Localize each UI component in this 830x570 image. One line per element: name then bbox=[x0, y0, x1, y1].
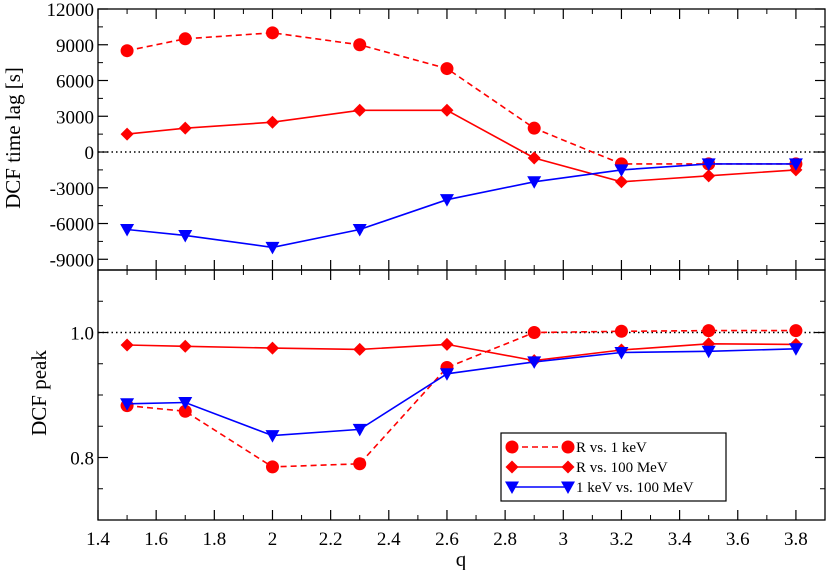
bottom-series-1-point bbox=[265, 341, 279, 355]
bottom-series-0-point bbox=[353, 457, 367, 471]
legend-marker-2-end bbox=[561, 481, 575, 494]
legend-label-2: 1 keV vs. 100 MeV bbox=[576, 480, 694, 496]
top-series-0-point bbox=[265, 26, 279, 40]
legend-marker-2-start bbox=[505, 481, 519, 494]
top-y-tick-label: 6000 bbox=[56, 72, 94, 93]
top-y-tick-label: -3000 bbox=[50, 179, 94, 200]
top-series-1-point bbox=[702, 169, 716, 183]
bottom-y-tick-label: 1.0 bbox=[70, 324, 94, 345]
bottom-series-1-point bbox=[440, 337, 454, 351]
top-y-tick-label: 3000 bbox=[56, 107, 94, 128]
x-tick-label: 2.2 bbox=[319, 529, 343, 550]
x-tick-label: 3.8 bbox=[784, 529, 808, 550]
bottom-series-0-point bbox=[178, 404, 192, 418]
x-tick-label: 1.4 bbox=[86, 529, 110, 550]
top-series-1-point bbox=[614, 175, 628, 189]
top-y-tick-label: -6000 bbox=[50, 215, 94, 236]
top-series-2 bbox=[120, 158, 803, 255]
top-plot-frame bbox=[97, 8, 826, 271]
top-y-ticks: 12000 9000 6000 3000 0 -3000 -6000 -9000 bbox=[47, 0, 825, 271]
legend-marker-1-end bbox=[561, 460, 575, 474]
bottom-series-2-point bbox=[120, 398, 135, 411]
legend-marker-0-end bbox=[561, 440, 575, 454]
top-series-2-point bbox=[178, 229, 193, 243]
top-panel: 12000 9000 6000 3000 0 -3000 -6000 -9000 bbox=[47, 0, 826, 271]
legend-marker-1-start bbox=[505, 460, 519, 474]
bottom-panel: 1.0 0.8 bbox=[70, 269, 826, 521]
x-tick-label: 2 bbox=[268, 529, 278, 550]
x-axis: 1.4 1.6 1.8 2 2.2 2.4 2.6 2.8 3 3.2 3.4 3.6 3.8 bbox=[86, 529, 808, 550]
x-tick-label: 2.4 bbox=[377, 529, 401, 550]
legend-marker-0-start bbox=[505, 440, 519, 454]
bottom-series-2-point bbox=[527, 356, 542, 369]
x-tick-label: 3.6 bbox=[726, 529, 750, 550]
bottom-series-0-line bbox=[127, 329, 796, 468]
x-tick-label: 1.6 bbox=[144, 529, 168, 550]
x-tick-label: 2.6 bbox=[435, 529, 459, 550]
top-series-0-point bbox=[353, 38, 367, 52]
bottom-series-1-point bbox=[178, 339, 192, 353]
top-series-0 bbox=[120, 26, 803, 171]
x-tick-label: 1.8 bbox=[202, 529, 226, 550]
top-series-1 bbox=[120, 103, 803, 189]
x-tick-label: 3.4 bbox=[668, 529, 692, 550]
legend-label-0: R vs. 1 keV bbox=[576, 440, 647, 456]
top-series-0-point bbox=[440, 62, 454, 76]
top-y-tick-label: 0 bbox=[85, 143, 95, 164]
x-tick-label: 3.2 bbox=[610, 529, 634, 550]
top-series-2-point bbox=[527, 176, 542, 189]
bottom-series-0-point bbox=[527, 326, 541, 339]
x-tick-label: 3 bbox=[559, 529, 569, 550]
top-series-1-point bbox=[440, 103, 454, 117]
bottom-y-axis-title: DCF peak bbox=[27, 350, 51, 436]
bottom-series-2 bbox=[120, 343, 803, 443]
top-y-tick-label: -9000 bbox=[50, 250, 94, 271]
x-tick-label: 2.8 bbox=[493, 529, 517, 550]
top-series-1-point bbox=[265, 115, 279, 129]
bottom-y-ticks: 1.0 0.8 bbox=[70, 300, 825, 490]
bottom-y-tick-label: 0.8 bbox=[70, 449, 94, 470]
top-series-2-point bbox=[265, 241, 280, 255]
top-series-2-point bbox=[120, 223, 135, 237]
top-series-2-point bbox=[788, 158, 803, 171]
legend: R vs. 1 keV R vs. 100 MeV 1 keV vs. 100 Me… bbox=[500, 432, 727, 502]
bottom-series-2-point bbox=[701, 345, 716, 359]
top-series-1-point bbox=[120, 127, 134, 141]
top-series-1-point bbox=[527, 151, 541, 165]
bottom-series-1-point bbox=[120, 338, 134, 352]
bottom-series-2-point bbox=[614, 347, 629, 360]
top-series-0-point bbox=[527, 121, 541, 135]
bottom-series-1-point bbox=[353, 342, 367, 356]
bottom-series-2-point bbox=[788, 343, 803, 356]
bottom-series-0-point bbox=[614, 324, 628, 338]
top-y-tick-label: 12000 bbox=[47, 0, 95, 21]
bottom-series-2-point bbox=[265, 430, 280, 443]
bottom-series-2-point bbox=[439, 368, 454, 381]
top-series-2-point bbox=[439, 194, 454, 207]
top-series-0-line bbox=[126, 31, 796, 165]
top-y-axis-title: DCF time lag [s] bbox=[1, 67, 25, 209]
top-series-1-line bbox=[127, 109, 796, 183]
bottom-series-0-point bbox=[702, 324, 716, 338]
top-series-2-point bbox=[701, 158, 716, 171]
top-series-1-point bbox=[353, 103, 367, 117]
top-y-tick-label: 9000 bbox=[56, 36, 94, 57]
x-axis-title: q bbox=[456, 547, 467, 570]
top-series-1-point bbox=[178, 121, 192, 135]
bottom-series-2-point bbox=[178, 397, 193, 410]
top-series-0-point bbox=[120, 44, 134, 58]
legend-label-1: R vs. 100 MeV bbox=[576, 460, 668, 476]
top-series-2-point bbox=[614, 164, 629, 177]
bottom-series-2-point bbox=[352, 423, 367, 437]
bottom-series-0-point bbox=[265, 460, 279, 474]
top-series-0-point bbox=[178, 32, 192, 46]
bottom-series-0-point bbox=[789, 324, 803, 338]
top-series-2-point bbox=[352, 223, 367, 237]
